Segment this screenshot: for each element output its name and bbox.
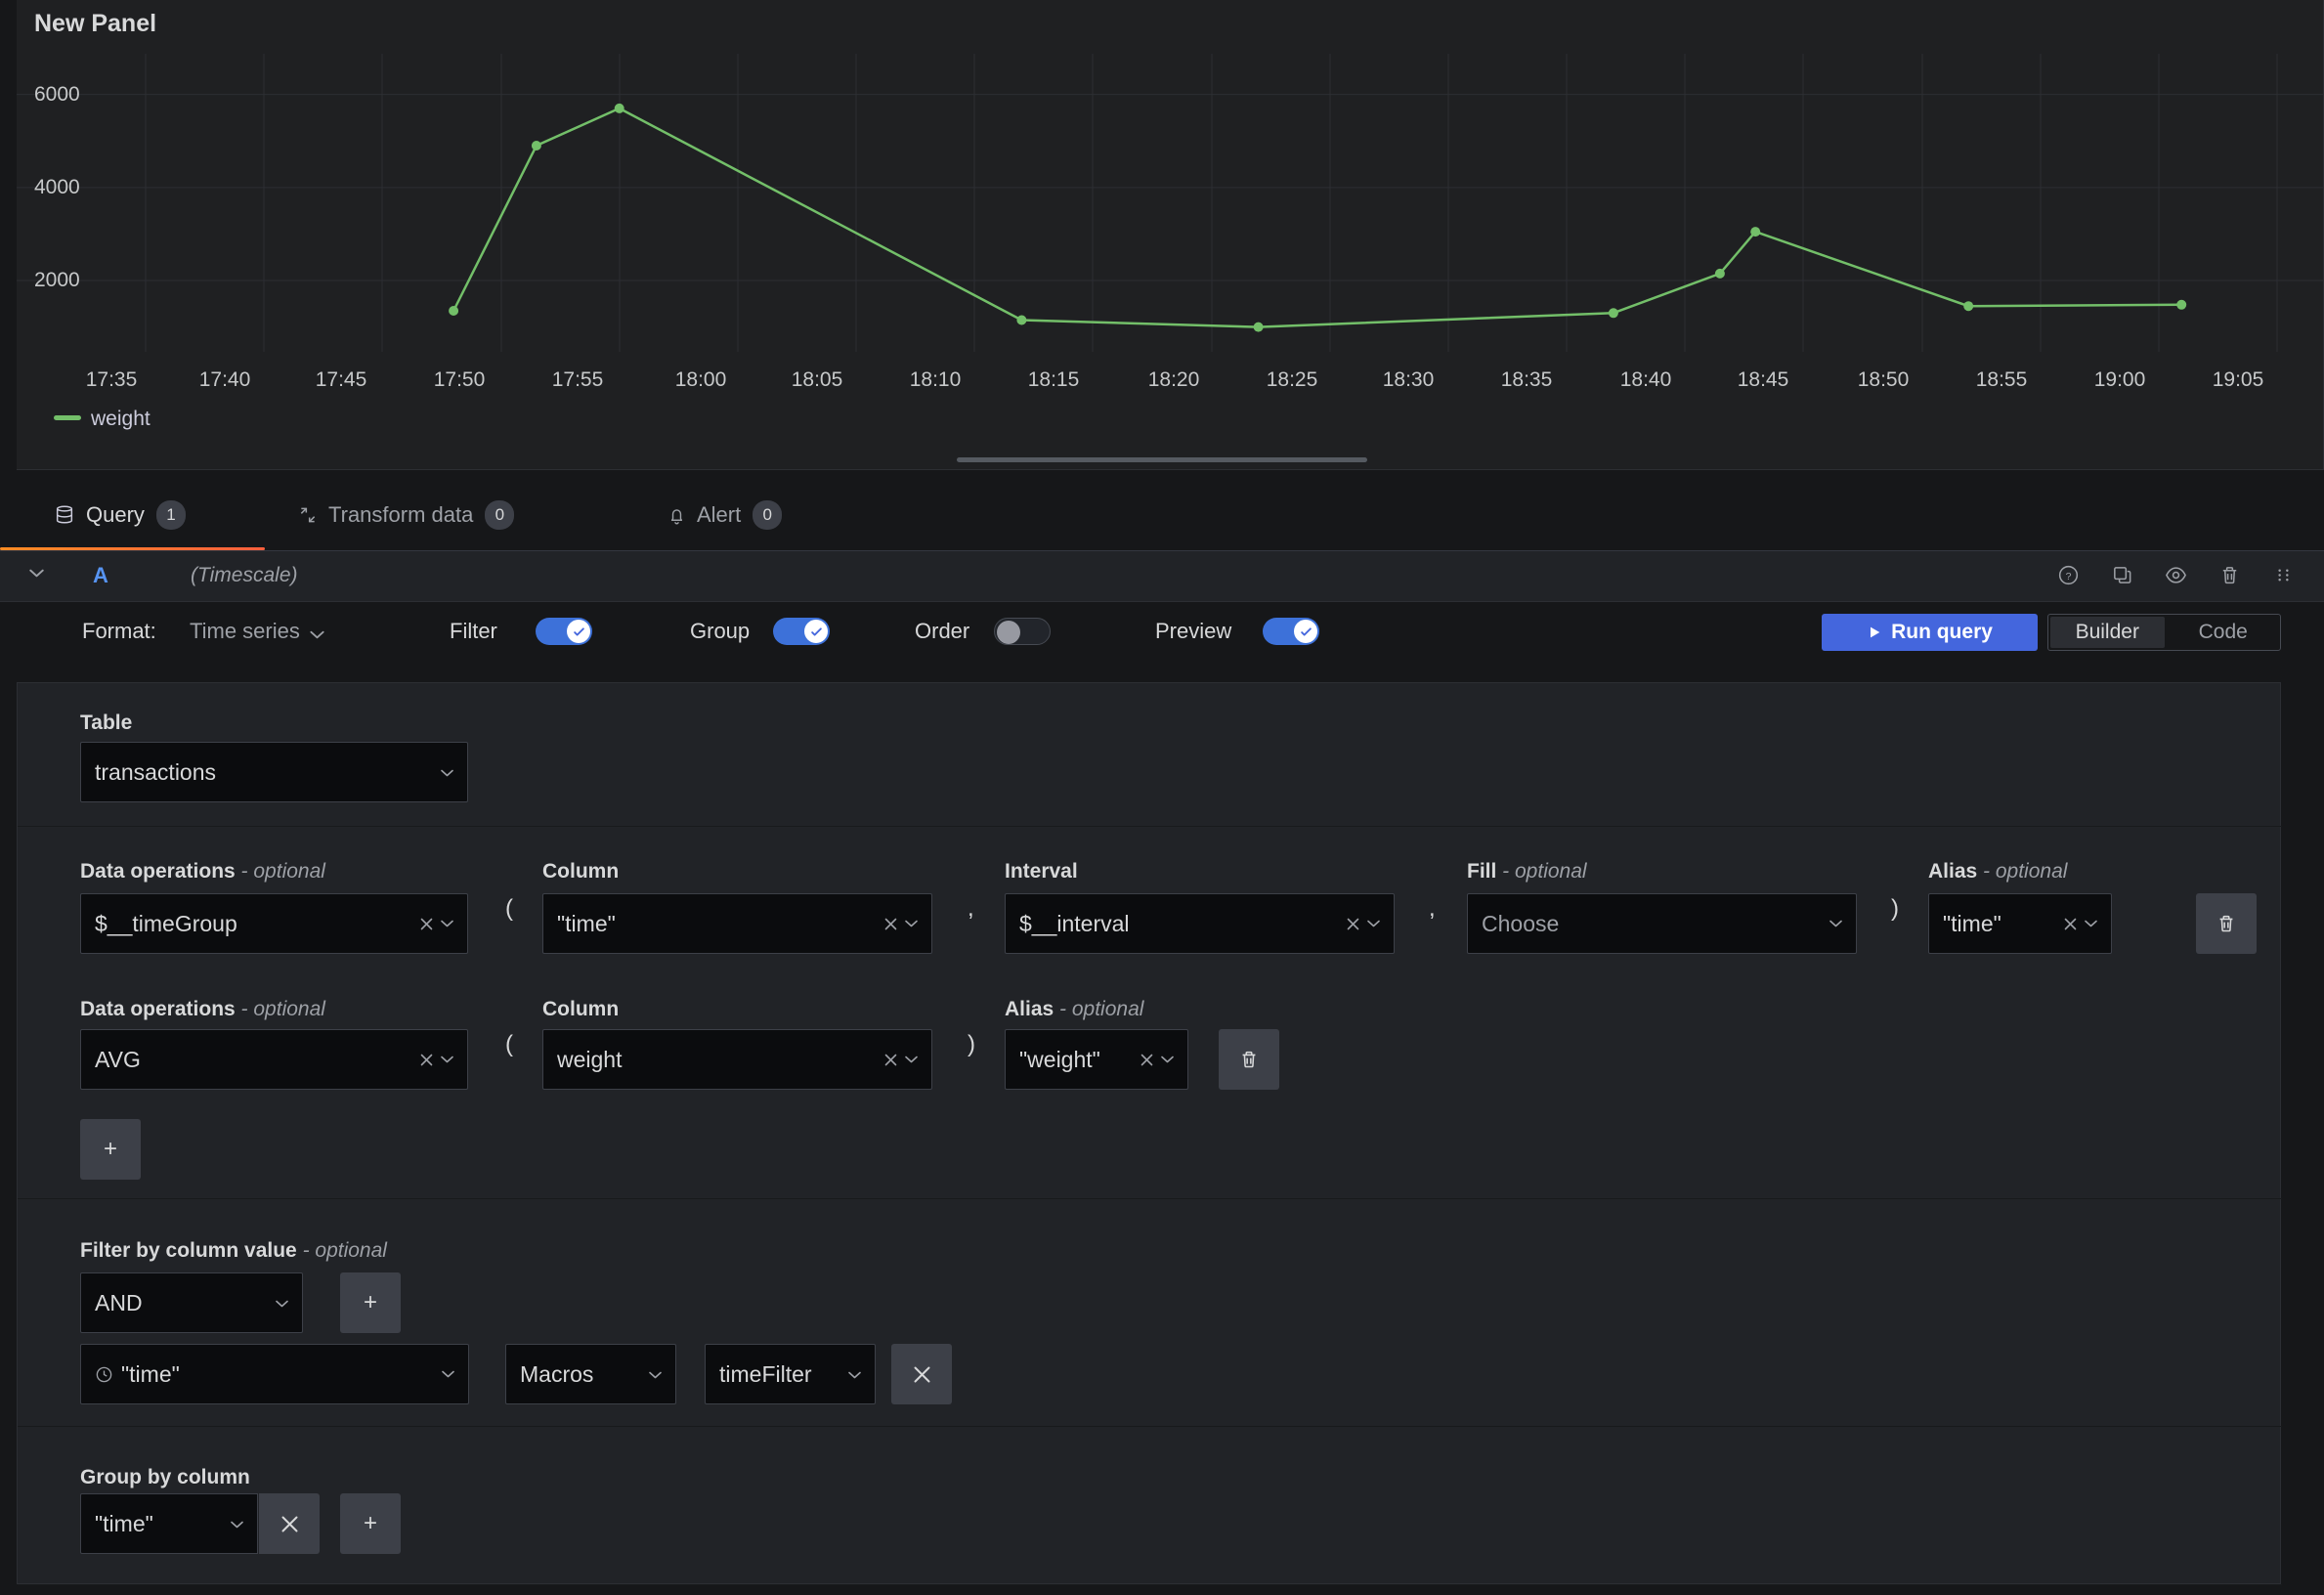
svg-text:?: ? xyxy=(2066,571,2072,582)
